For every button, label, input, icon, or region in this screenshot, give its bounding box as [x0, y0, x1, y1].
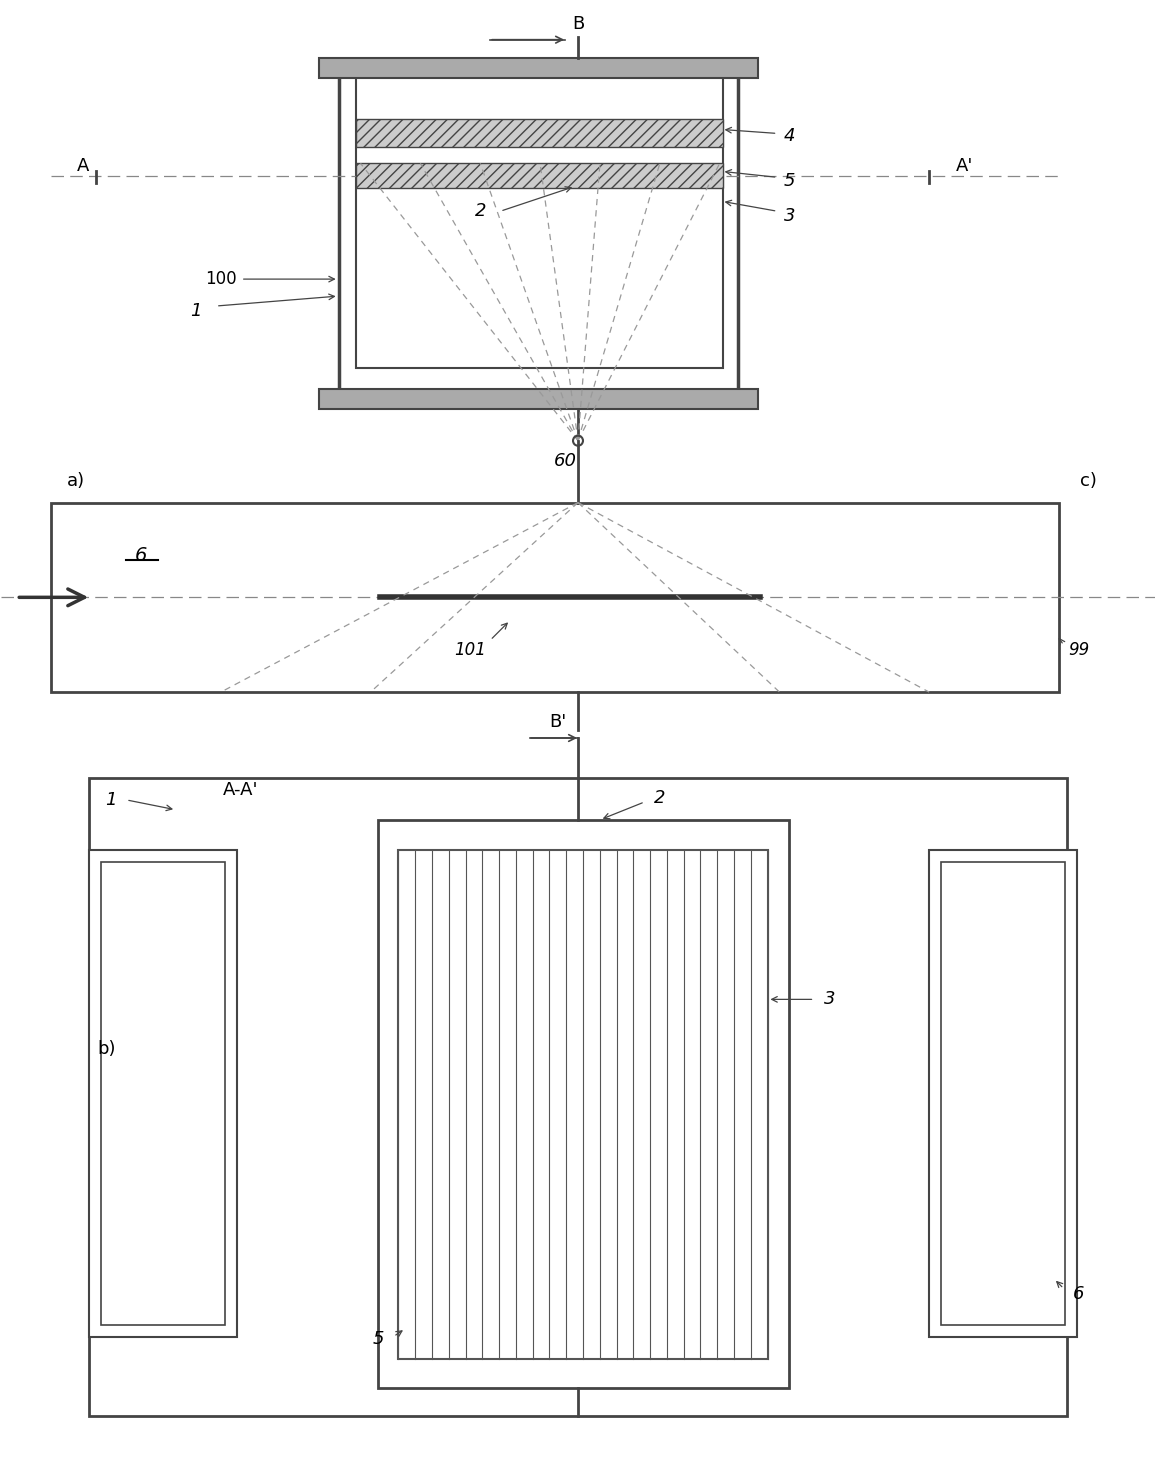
Text: 1: 1	[191, 302, 201, 320]
Bar	[929, 850, 1076, 1336]
Bar	[319, 389, 757, 409]
Bar	[51, 502, 1059, 692]
Bar	[356, 74, 722, 368]
Text: 100: 100	[205, 270, 237, 289]
Bar	[378, 820, 790, 1389]
Bar	[399, 850, 768, 1358]
Text: 1: 1	[105, 791, 117, 809]
Bar	[101, 862, 225, 1324]
Text: A: A	[77, 158, 89, 175]
Text: A-A': A-A'	[223, 781, 259, 798]
Text: 5: 5	[372, 1330, 384, 1348]
Text: B: B	[572, 15, 584, 32]
Text: 60: 60	[554, 452, 577, 470]
Bar	[356, 164, 722, 189]
Text: a): a)	[67, 471, 86, 489]
Text: 99: 99	[1068, 641, 1089, 660]
Bar	[941, 862, 1065, 1324]
Text: 101: 101	[454, 641, 487, 660]
Text: 2: 2	[654, 790, 666, 807]
Bar	[89, 850, 237, 1336]
Text: 6: 6	[135, 546, 147, 566]
Bar	[356, 119, 722, 147]
Text: 2: 2	[474, 202, 486, 221]
Text: 5: 5	[784, 172, 795, 190]
Text: b): b)	[97, 1040, 116, 1058]
Text: c): c)	[1081, 471, 1097, 489]
Text: B': B'	[549, 713, 566, 731]
Text: 4: 4	[784, 128, 795, 146]
Bar	[319, 57, 757, 78]
Bar	[339, 59, 738, 390]
Bar	[89, 778, 1067, 1417]
Text: 6: 6	[1073, 1284, 1084, 1302]
Text: 3: 3	[823, 990, 835, 1009]
Text: A': A'	[955, 158, 972, 175]
Text: 3: 3	[784, 208, 795, 225]
